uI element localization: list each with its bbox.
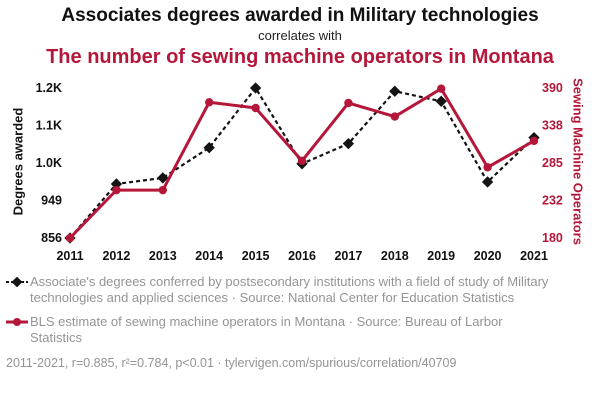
data-point — [344, 98, 353, 108]
chart-area: 856 949 1.0K 1.1K 1.2K 180 232 285 338 390 2011 201… — [0, 68, 600, 268]
x-axis-tick-label: 2017 — [334, 249, 362, 263]
chart-title-secondary: The number of sewing machine operators i… — [46, 46, 554, 69]
legend-item-degrees: Associate's degrees conferred by postsec… — [6, 274, 566, 306]
black-dashed-series-marker-icon — [6, 274, 30, 288]
data-point — [389, 85, 401, 98]
right-axis-tick-label: 285 — [542, 156, 563, 170]
data-point — [205, 98, 214, 107]
right-axis-tick-label: 232 — [542, 194, 563, 208]
legend-item-operators: BLS estimate of sewing machine operators… — [6, 314, 566, 346]
data-point — [529, 136, 539, 146]
legend-item-label: Associate's degrees conferred by postsec… — [30, 274, 549, 305]
left-axis-tick-label: 1.1K — [36, 119, 62, 133]
x-axis-tick-label: 2016 — [288, 249, 316, 263]
right-axis-title: Sewing Machine Operators — [570, 78, 586, 246]
data-point — [483, 163, 492, 172]
data-point — [297, 156, 307, 166]
x-axis-tick-label: 2013 — [149, 249, 177, 263]
right-axis-tick-label: 390 — [542, 81, 563, 95]
data-point — [112, 186, 121, 195]
legend-item-label: BLS estimate of sewing machine operators… — [30, 313, 503, 345]
data-point — [437, 84, 446, 94]
x-axis-tick-label: 2015 — [242, 249, 270, 263]
data-point — [390, 112, 399, 121]
x-axis-tick-label: 2014 — [195, 249, 223, 263]
x-axis-tick-label: 2018 — [381, 249, 409, 263]
data-point — [203, 142, 215, 154]
stats-citation: 2011-2021, r=0.885, r²=0.784, p<0.01 · t… — [6, 355, 457, 370]
data-point — [249, 82, 262, 94]
chart-header: Associates degrees awarded in Military t… — [0, 0, 600, 68]
left-axis-tick-label: 949 — [41, 194, 62, 208]
x-axis-tick-label: 2012 — [102, 249, 130, 263]
data-point — [65, 233, 75, 243]
left-axis-title: Degrees awarded — [10, 107, 26, 216]
x-axis-tick-label: 2020 — [474, 249, 502, 263]
x-axis-tick-label: 2021 — [520, 249, 548, 263]
chart-title-primary: Associates degrees awarded in Military t… — [61, 5, 539, 26]
data-point — [158, 186, 167, 195]
legend: Associate's degrees conferred by postsec… — [0, 268, 600, 345]
right-axis-tick-label: 338 — [542, 119, 563, 133]
data-point — [342, 138, 355, 150]
chart-subtitle: correlates with — [258, 27, 342, 43]
left-axis-tick-label: 856 — [41, 231, 62, 245]
right-axis-tick-label: 180 — [542, 231, 563, 245]
chart-canvas: 856 949 1.0K 1.1K 1.2K 180 232 285 338 390 2011 201… — [36, 81, 563, 263]
left-axis-tick-label: 1.0K — [36, 156, 62, 170]
x-axis-tick-label: 2011 — [56, 249, 83, 263]
data-point — [251, 103, 260, 113]
x-axis-tick-label: 2019 — [427, 249, 455, 263]
left-axis-tick-label: 1.2K — [36, 81, 62, 95]
red-solid-series-marker-icon — [6, 314, 30, 327]
